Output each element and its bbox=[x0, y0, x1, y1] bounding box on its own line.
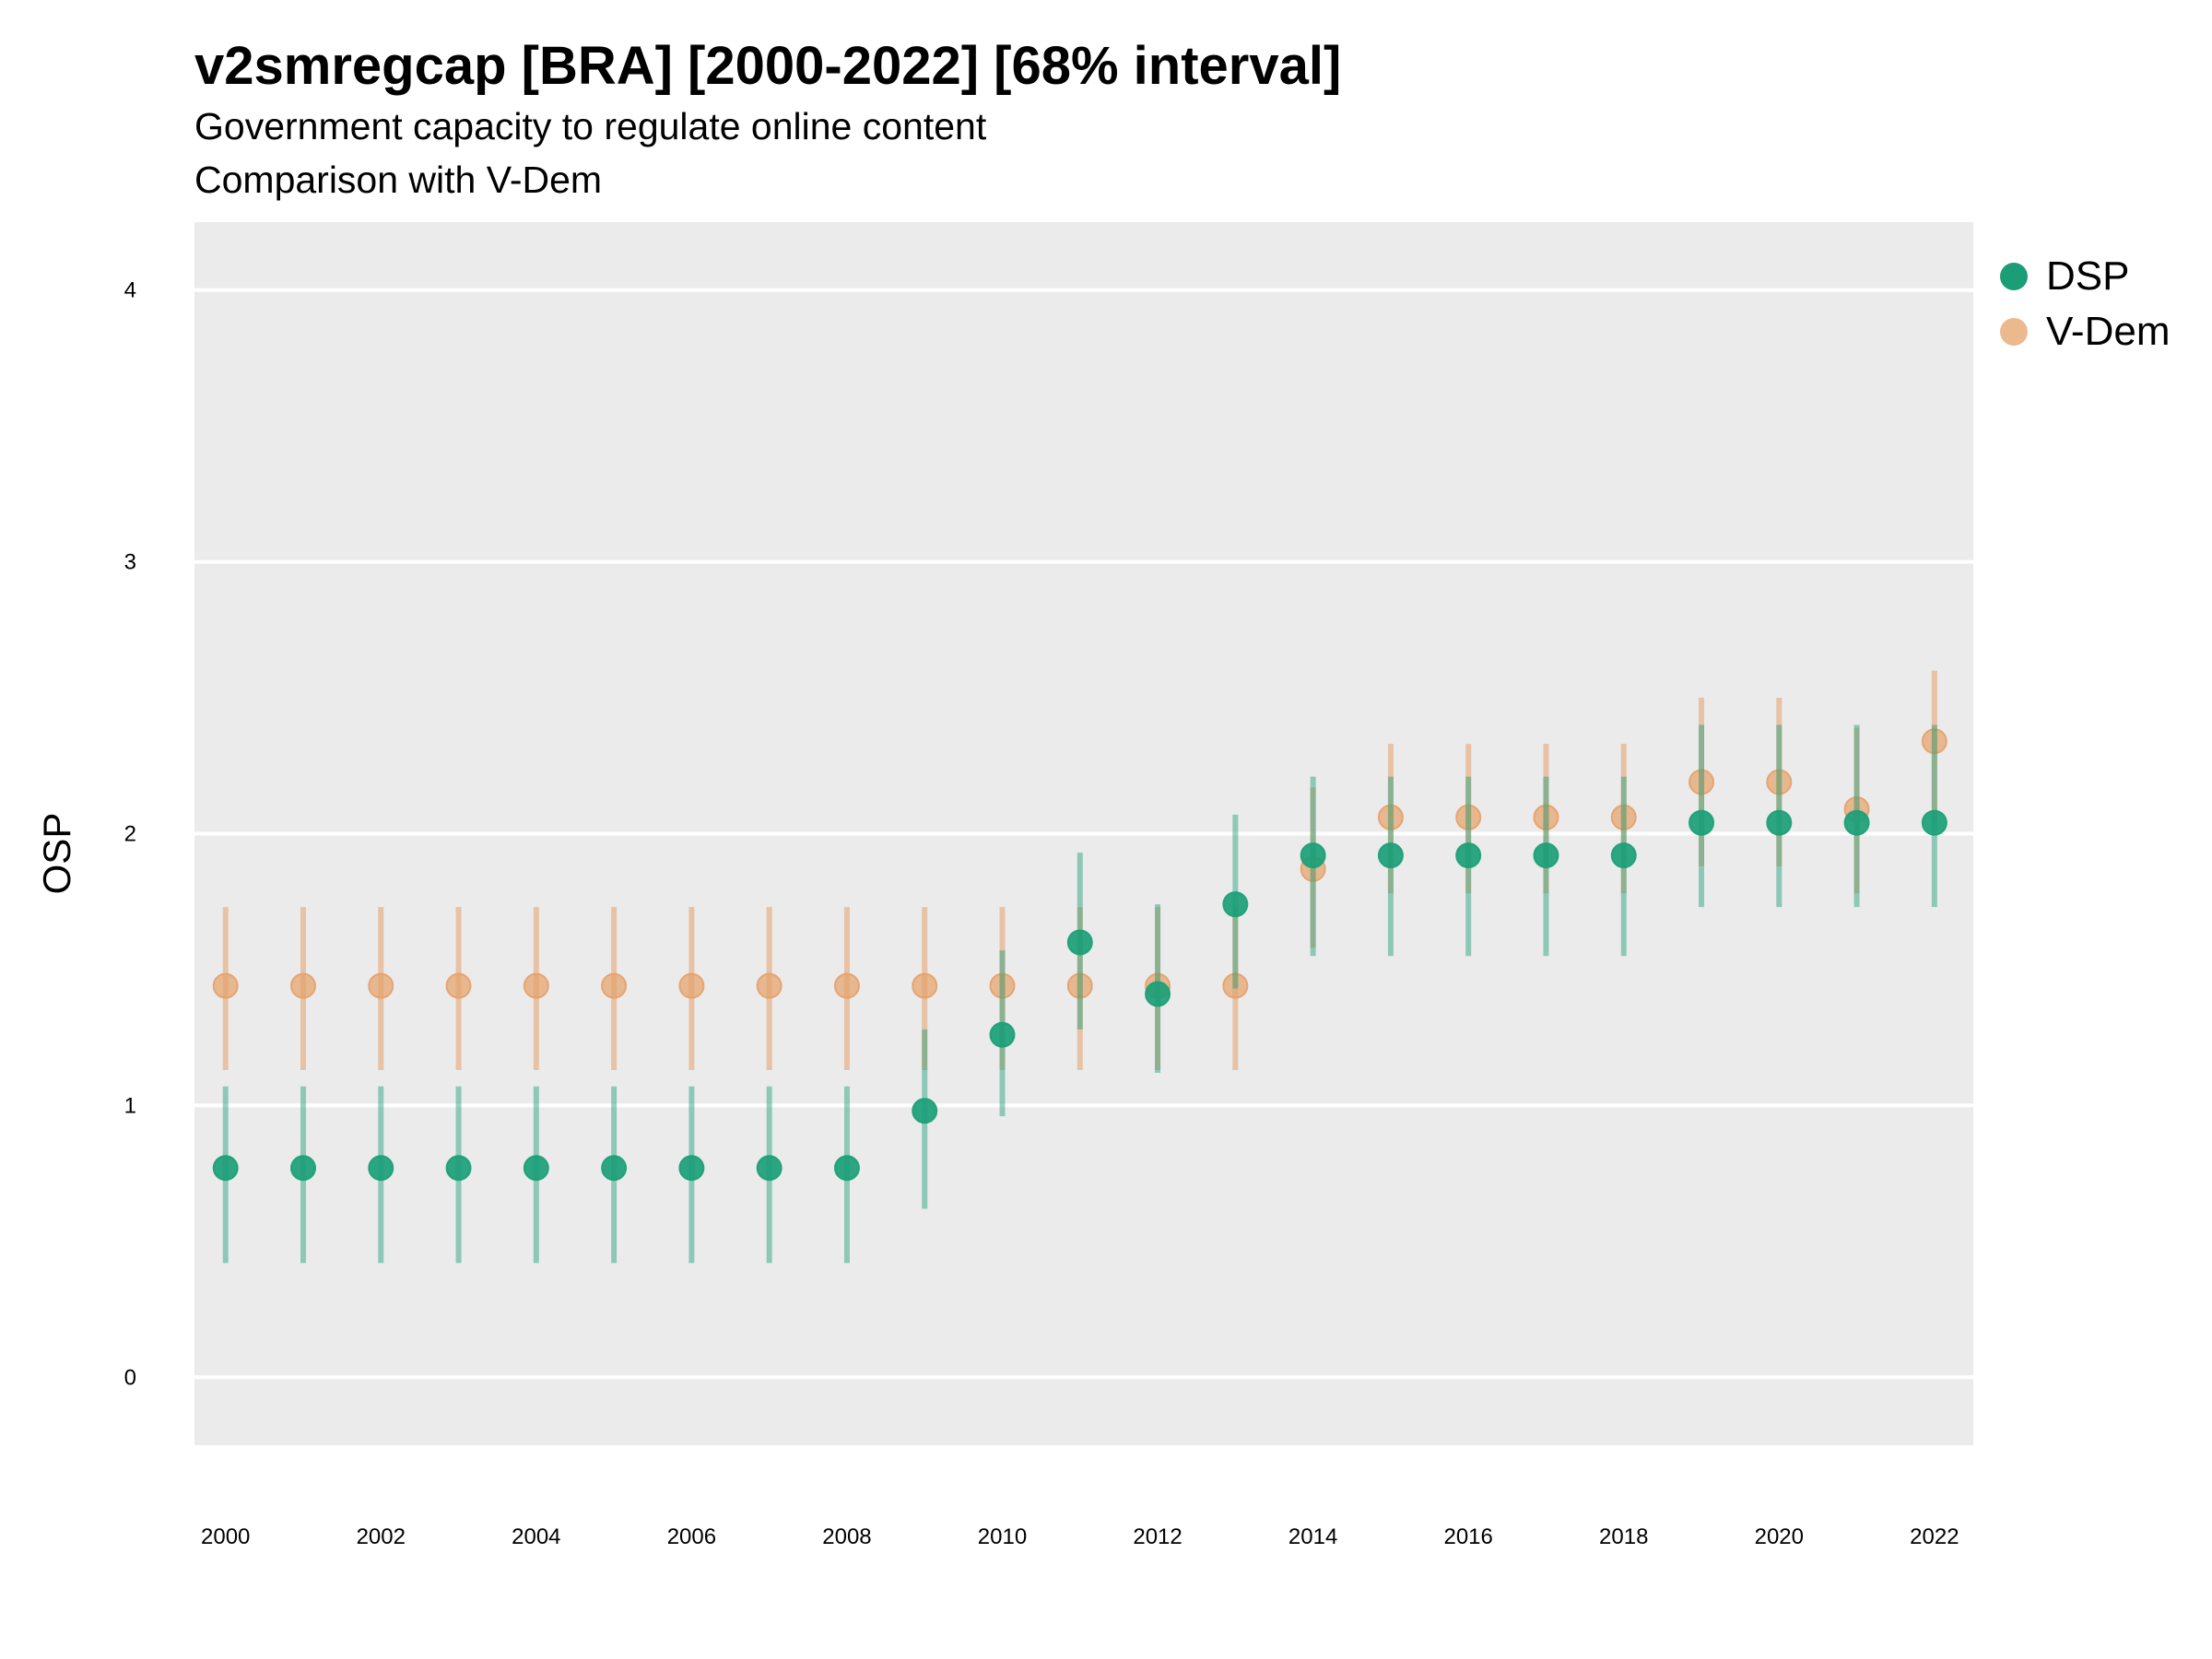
point-dsp-2015 bbox=[1377, 842, 1404, 869]
series-dsp bbox=[212, 724, 1947, 1264]
y-tick-label-0: 0 bbox=[124, 1365, 136, 1390]
point-dsp-2004 bbox=[523, 1155, 549, 1182]
point-v-dem-2017 bbox=[1533, 804, 1559, 830]
point-dsp-2019 bbox=[1688, 809, 1715, 836]
point-v-dem-2018 bbox=[1610, 804, 1637, 830]
point-v-dem-2016 bbox=[1455, 804, 1482, 830]
point-dsp-2022 bbox=[1921, 809, 1947, 836]
x-tick-label-2018: 2018 bbox=[1599, 1524, 1648, 1549]
point-dsp-2014 bbox=[1300, 842, 1326, 869]
point-dsp-2020 bbox=[1766, 809, 1793, 836]
chart-titles: v2smregcap [BRA] [2000-2022] [68% interv… bbox=[194, 33, 1341, 206]
point-dsp-2001 bbox=[289, 1155, 316, 1182]
point-dsp-2007 bbox=[756, 1155, 782, 1182]
legend: DSP V-Dem bbox=[2000, 249, 2170, 359]
point-v-dem-2003 bbox=[445, 972, 472, 999]
legend-item-vdem[interactable]: V-Dem bbox=[2000, 304, 2170, 359]
legend-vdem-marker bbox=[2000, 318, 2028, 346]
x-tick-label-2012: 2012 bbox=[1133, 1524, 1182, 1549]
point-dsp-2021 bbox=[1843, 809, 1870, 836]
y-tick-labels: 0 1 2 3 4 bbox=[124, 278, 136, 1391]
data-series bbox=[212, 670, 1947, 1264]
chart-subtitle: Government capacity to regulate online c… bbox=[194, 105, 987, 147]
x-tick-label-2004: 2004 bbox=[512, 1524, 560, 1549]
point-dsp-2016 bbox=[1455, 842, 1482, 869]
legend-item-dsp[interactable]: DSP bbox=[2000, 249, 2170, 304]
point-dsp-2017 bbox=[1533, 842, 1559, 869]
point-dsp-2006 bbox=[678, 1155, 705, 1182]
x-tick-label-2010: 2010 bbox=[978, 1524, 1027, 1549]
point-v-dem-2020 bbox=[1766, 769, 1793, 795]
point-v-dem-2007 bbox=[756, 972, 782, 999]
x-tick-label-2000: 2000 bbox=[201, 1524, 250, 1549]
y-tick-label-4: 4 bbox=[124, 278, 136, 303]
point-dsp-2008 bbox=[833, 1155, 860, 1182]
y-tick-label-3: 3 bbox=[124, 550, 136, 575]
point-v-dem-2019 bbox=[1688, 769, 1715, 795]
legend-dsp-marker bbox=[2000, 263, 2028, 290]
point-v-dem-2006 bbox=[678, 972, 705, 999]
point-v-dem-2022 bbox=[1921, 728, 1947, 755]
point-v-dem-2004 bbox=[523, 972, 549, 999]
point-v-dem-2000 bbox=[212, 972, 239, 999]
x-tick-label-2002: 2002 bbox=[357, 1524, 406, 1549]
point-v-dem-2001 bbox=[289, 972, 316, 999]
x-tick-labels: 2000 2002 2004 2006 2008 2010 2012 2014 2016 2018… bbox=[201, 1524, 1959, 1549]
x-tick-label-2014: 2014 bbox=[1288, 1524, 1337, 1549]
chart-title: v2smregcap [BRA] [2000-2022] [68% interv… bbox=[194, 36, 1342, 96]
point-dsp-2012 bbox=[1145, 981, 1171, 1007]
grid-lines bbox=[194, 288, 1973, 1380]
x-tick-label-2016: 2016 bbox=[1443, 1524, 1492, 1549]
chart-subtitle-comparison: Comparison with V-Dem bbox=[194, 159, 603, 201]
point-v-dem-2011 bbox=[1066, 972, 1093, 999]
y-tick-label-2: 2 bbox=[124, 822, 136, 847]
point-dsp-2000 bbox=[212, 1155, 239, 1182]
point-v-dem-2002 bbox=[368, 972, 394, 999]
point-v-dem-2015 bbox=[1377, 804, 1404, 830]
legend-dsp-label: DSP bbox=[2046, 253, 2130, 299]
point-v-dem-2009 bbox=[912, 972, 938, 999]
legend-vdem-label: V-Dem bbox=[2046, 309, 2171, 354]
point-dsp-2003 bbox=[445, 1155, 472, 1182]
y-axis-label: OSP bbox=[35, 813, 78, 895]
x-tick-label-2008: 2008 bbox=[822, 1524, 871, 1549]
y-tick-label-1: 1 bbox=[124, 1093, 136, 1118]
point-dsp-2010 bbox=[989, 1021, 1016, 1048]
x-tick-label-2022: 2022 bbox=[1910, 1524, 1959, 1549]
point-dsp-2002 bbox=[368, 1155, 394, 1182]
x-tick-label-2020: 2020 bbox=[1755, 1524, 1804, 1549]
point-v-dem-2010 bbox=[989, 972, 1016, 999]
point-v-dem-2013 bbox=[1222, 972, 1249, 999]
point-dsp-2009 bbox=[912, 1098, 938, 1124]
point-dsp-2018 bbox=[1610, 842, 1637, 869]
point-dsp-2013 bbox=[1222, 891, 1249, 918]
point-v-dem-2005 bbox=[601, 972, 628, 999]
x-tick-label-2006: 2006 bbox=[667, 1524, 716, 1549]
point-dsp-2005 bbox=[601, 1155, 628, 1182]
point-v-dem-2008 bbox=[833, 972, 860, 999]
point-dsp-2011 bbox=[1066, 929, 1093, 956]
